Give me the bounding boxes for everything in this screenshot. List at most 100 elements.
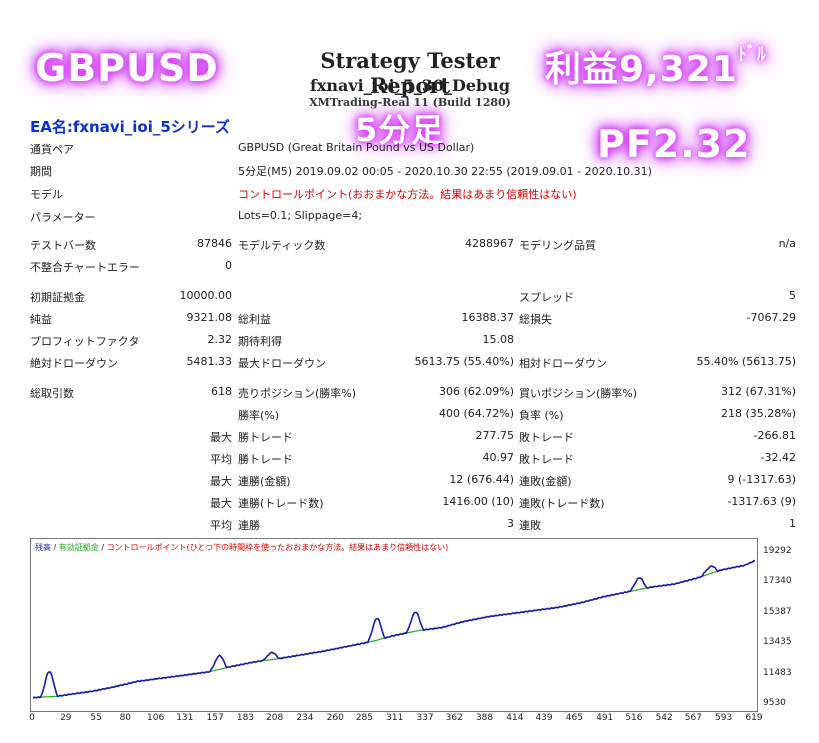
- abs-drawdown-label: 絶対ドローダウン: [30, 357, 118, 370]
- profit-factor-value: 2.32: [207, 333, 233, 346]
- x-tick-label: 29: [60, 713, 72, 723]
- cons-losses-label: 連敗(金額): [519, 475, 572, 488]
- cons-wins-value: 12 (676.44): [449, 473, 514, 486]
- info-label-params: パラメーター: [30, 211, 96, 224]
- x-tick-label: 414: [506, 713, 524, 723]
- x-tick-label: 439: [535, 713, 553, 723]
- short-positions-label: 売りポジション(勝率%): [238, 387, 357, 400]
- model-quality-label: モデリング品質: [519, 239, 596, 252]
- max-word-3: 最大: [210, 497, 232, 510]
- total-trades-value: 618: [211, 385, 232, 398]
- x-tick-label: 80: [119, 713, 132, 723]
- cons-profit-value: 1416.00 (10): [442, 495, 514, 508]
- avg-cons-wins-label: 連勝: [238, 519, 260, 532]
- x-tick-label: 619: [745, 713, 763, 723]
- expected-payoff-label: 期待利得: [238, 335, 282, 348]
- legend-balance: 残高: [35, 543, 51, 552]
- info-label-model: モデル: [30, 188, 63, 201]
- x-tick-label: 55: [90, 713, 102, 723]
- loss-rate-value: 218 (35.28%): [720, 407, 796, 420]
- max-word-1: 最大: [210, 431, 232, 444]
- y-tick-label: 15387: [763, 606, 792, 617]
- max-drawdown-label: 最大ドローダウン: [238, 357, 326, 370]
- legend-model: コントロールポイント(ひとつ下の時間枠を使ったおおまかな方法。結果はあまり信頼性…: [106, 543, 449, 552]
- gross-profit-value: 16388.37: [461, 311, 515, 324]
- avg-word-2: 平均: [210, 519, 232, 532]
- deposit-label: 初期証拠金: [30, 291, 85, 304]
- legend-sep-1: /: [51, 543, 59, 552]
- long-positions-value: 312 (67.31%): [720, 385, 796, 398]
- max-loss-label: 敗トレード: [519, 431, 574, 444]
- y-tick-label: 19292: [763, 546, 792, 556]
- win-rate-value: 400 (64.72%): [438, 407, 514, 420]
- gross-profit-label: 総利益: [238, 313, 271, 326]
- balance-line: [32, 559, 756, 699]
- test-bars-value: 87846: [197, 237, 232, 250]
- net-profit-value: 9321.08: [186, 311, 233, 324]
- rel-drawdown-label: 相対ドローダウン: [519, 357, 607, 370]
- gross-loss-label: 総損失: [519, 313, 552, 326]
- mismatch-value: 0: [225, 259, 232, 272]
- symbol-overlay: GBPUSD: [35, 46, 219, 90]
- avg-loss-label: 敗トレード: [519, 453, 574, 466]
- avg-cons-losses-value: 1: [789, 517, 796, 530]
- y-tick-label: 13435: [763, 637, 792, 648]
- legend-sep-2: /: [98, 543, 107, 552]
- y-tick-label: 17340: [763, 576, 792, 587]
- x-tick-label: 260: [326, 713, 344, 723]
- max-word-2: 最大: [210, 475, 232, 488]
- deposit-value: 10000.00: [179, 289, 233, 302]
- x-tick-label: 208: [266, 713, 284, 723]
- x-tick-label: 0: [29, 713, 35, 723]
- abs-drawdown-value: 5481.33: [186, 355, 233, 368]
- win-rate-label: 勝率(%): [238, 409, 280, 422]
- chart-legend: 残高 / 有効証拠金 / コントロールポイント(ひとつ下の時間枠を使ったおおまか…: [35, 542, 448, 553]
- test-bars-label: テストバー数: [30, 239, 96, 252]
- x-tick-label: 593: [715, 713, 733, 723]
- x-tick-label: 491: [596, 713, 614, 723]
- x-tick-label: 157: [206, 713, 224, 723]
- max-win-value: 277.75: [475, 429, 515, 442]
- x-tick-label: 567: [684, 713, 702, 723]
- avg-win-value: 40.97: [482, 451, 515, 464]
- profit-unit: ﾄﾞﾙ: [737, 44, 767, 65]
- cons-loss-value: -1317.63 (9): [727, 495, 796, 508]
- avg-loss-value: -32.42: [760, 451, 796, 464]
- x-tick-label: 362: [445, 713, 463, 723]
- x-tick-label: 106: [147, 713, 165, 723]
- loss-rate-label: 負率 (%): [519, 409, 564, 422]
- info-value-pair: GBPUSD (Great Britain Pound vs US Dollar…: [238, 141, 475, 154]
- max-win-label: 勝トレード: [238, 431, 293, 444]
- x-tick-label: 311: [386, 713, 404, 723]
- rel-drawdown-value: 55.40% (5613.75): [696, 355, 796, 368]
- x-tick-label: 465: [565, 713, 583, 723]
- cons-wins-label: 連勝(金額): [238, 475, 291, 488]
- broker-info: XMTrading-Real 11 (Build 1280): [309, 96, 511, 109]
- ea-label: EA名:fxnavi_ioi_5シリーズ: [30, 118, 231, 136]
- profit-overlay: 利益9,321ﾄﾞﾙ: [545, 40, 767, 92]
- spread-value: 5: [789, 289, 796, 302]
- model-quality-value: n/a: [778, 237, 796, 250]
- profit-value: 利益9,321: [545, 49, 738, 90]
- mismatch-label: 不整合チャートエラー: [30, 261, 140, 274]
- legend-equity: 有効証拠金: [58, 543, 99, 552]
- balance-chart: 残高 / 有効証拠金 / コントロールポイント(ひとつ下の時間枠を使ったおおまか…: [30, 538, 758, 712]
- avg-win-label: 勝トレード: [238, 453, 293, 466]
- cons-loss-label: 連敗(トレード数): [519, 497, 605, 510]
- cons-losses-value: 9 (-1317.63): [727, 473, 796, 486]
- avg-word-1: 平均: [210, 453, 232, 466]
- short-positions-value: 306 (62.09%): [438, 385, 514, 398]
- x-tick-label: 183: [236, 713, 255, 723]
- max-drawdown-value: 5613.75 (55.40%): [414, 355, 514, 368]
- profit-factor-label: プロフィットファクタ: [30, 335, 140, 348]
- x-tick-label: 516: [625, 713, 643, 723]
- gross-loss-value: -7067.29: [746, 311, 796, 324]
- info-label-period: 期間: [30, 165, 52, 178]
- ea-name: fxnavi_ioi_5_30_Debug: [309, 76, 511, 95]
- cons-profit-label: 連勝(トレード数): [238, 497, 324, 510]
- avg-cons-wins-value: 3: [507, 517, 514, 530]
- expected-payoff-value: 15.08: [482, 333, 515, 346]
- report-title: Strategy Tester Report: [320, 48, 500, 98]
- info-value-model: コントロールポイント(おおまかな方法。結果はあまり信頼性はない): [238, 188, 577, 201]
- total-trades-label: 総取引数: [30, 387, 74, 400]
